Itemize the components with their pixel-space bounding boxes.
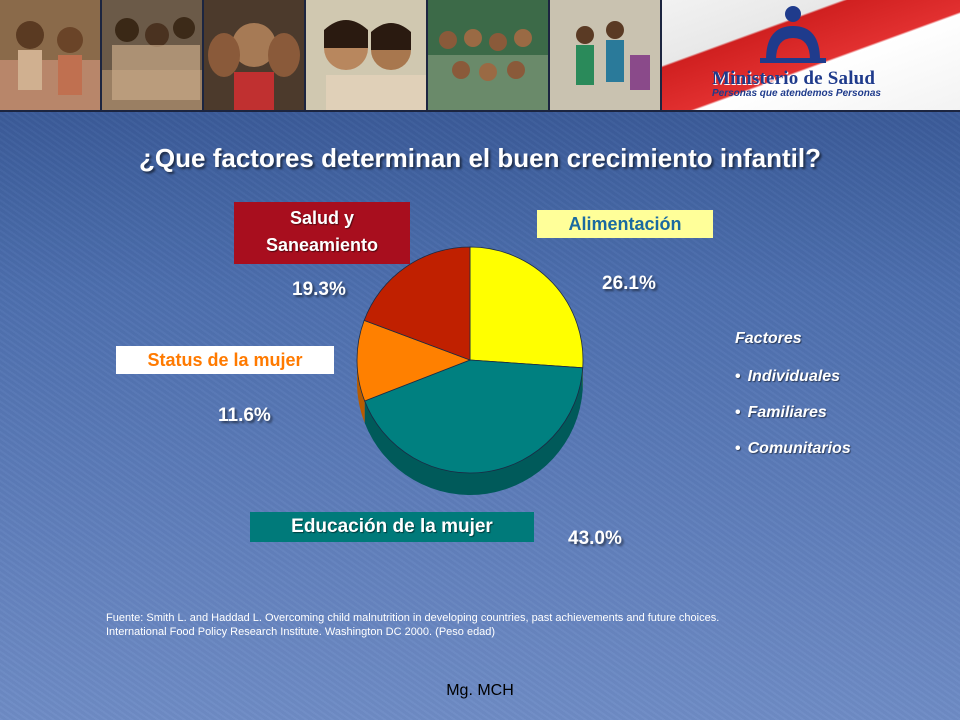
- source-line-1: Fuente: Smith L. and Haddad L. Overcomin…: [106, 612, 720, 624]
- photo-child-hands: [204, 0, 304, 110]
- label-salud-line2: Saneamiento: [265, 235, 379, 255]
- pct-educacion: 43.0%: [568, 528, 622, 549]
- factor-item: Familiares: [735, 404, 851, 422]
- slice-status-side: [356, 360, 365, 423]
- header-banner: Ministerio de Salud Personas que atendem…: [0, 0, 960, 112]
- pct-salud: 19.3%: [292, 279, 346, 300]
- label-educacion-mujer: Educación de la mujer: [250, 512, 534, 542]
- logo-title: Ministerio de Salud: [712, 68, 876, 89]
- pct-alimentacion: 26.1%: [602, 273, 656, 294]
- factor-item: Individuales: [735, 368, 851, 386]
- footer-author: Mg. MCH: [446, 682, 514, 699]
- label-salud-saneamiento: Salud y Saneamiento: [234, 202, 410, 264]
- factors-heading: Factores: [735, 330, 802, 347]
- label-alimentacion: Alimentación: [537, 210, 713, 238]
- pie-slices: [356, 246, 584, 474]
- factors-list: Factores Individuales Familiares Comunit…: [735, 330, 851, 476]
- pct-status: 11.6%: [218, 405, 271, 426]
- logo-subtitle: Personas que atendemos Personas: [712, 88, 881, 99]
- pie-chart: [356, 246, 584, 495]
- photo-smiling-girls: [306, 0, 426, 110]
- source-line-2: International Food Policy Research Insti…: [106, 626, 496, 638]
- factor-item: Comunitarios: [735, 440, 851, 458]
- photo-school-group: [428, 0, 548, 110]
- label-status-mujer: Status de la mujer: [116, 346, 334, 374]
- photo-girls-walking: [550, 0, 660, 110]
- photo-children-1: [0, 0, 100, 110]
- label-salud-line1: Salud y: [289, 208, 355, 228]
- slide-title: ¿Que factores determinan el buen crecimi…: [139, 143, 821, 173]
- ministerio-logo: [662, 0, 960, 110]
- slice-alimentacion: [469, 246, 584, 369]
- slice-educacion: [364, 359, 584, 474]
- slice-status: [356, 319, 472, 402]
- photo-children-2: [102, 0, 202, 110]
- source-citation: Fuente: Smith L. and Haddad L. Overcomin…: [106, 611, 886, 639]
- slice-salud: [363, 246, 471, 361]
- slice-educacion-side: [364, 367, 583, 495]
